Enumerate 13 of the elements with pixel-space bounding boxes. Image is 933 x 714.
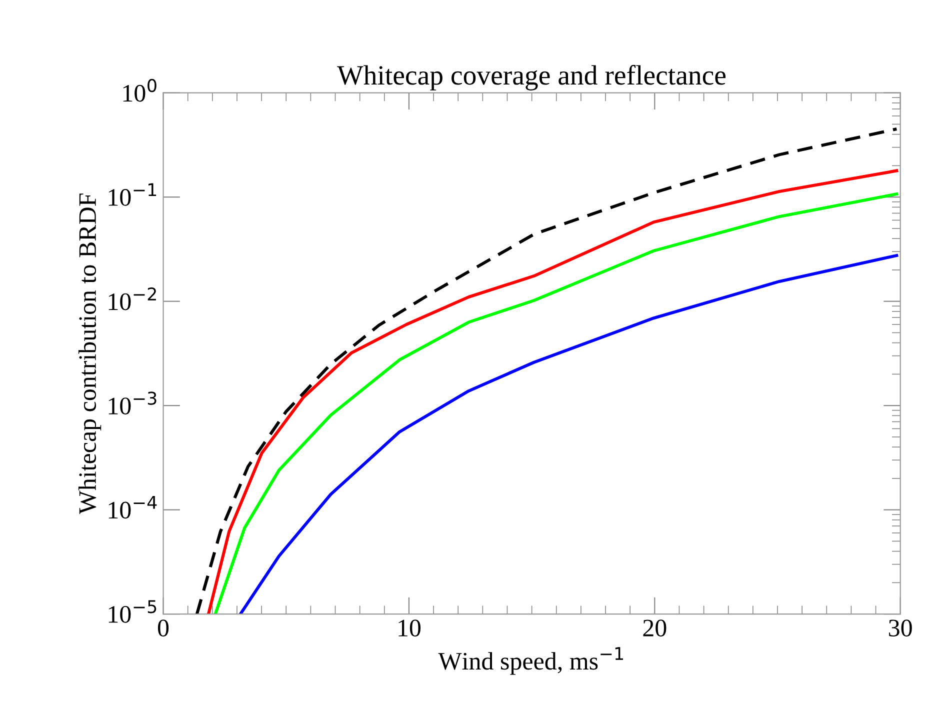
x-tick-label: 0 bbox=[158, 620, 169, 636]
y-tick-label: 10$^{−1}$ bbox=[108, 183, 156, 206]
x-tick-label: 10 bbox=[398, 620, 421, 636]
x-tick-label: 20 bbox=[643, 620, 666, 636]
x-axis-title: Wind speed, ms$^{−1}$ bbox=[438, 647, 623, 675]
y-tick-label: 10$^{−4}$ bbox=[108, 496, 157, 519]
y-tick-label: 10$^{−2}$ bbox=[108, 287, 156, 310]
y-tick-label: 10$^{−3}$ bbox=[108, 392, 156, 414]
y-axis-title: Whitecap contribution to BRDF bbox=[78, 194, 102, 514]
x-tick-label: 30 bbox=[889, 620, 912, 636]
y-tick-label: 10$^{−5}$ bbox=[108, 600, 156, 623]
y-tick-label: 10$^{0}$ bbox=[123, 78, 156, 102]
chart-title: Whitecap coverage and reflectance bbox=[337, 64, 726, 90]
